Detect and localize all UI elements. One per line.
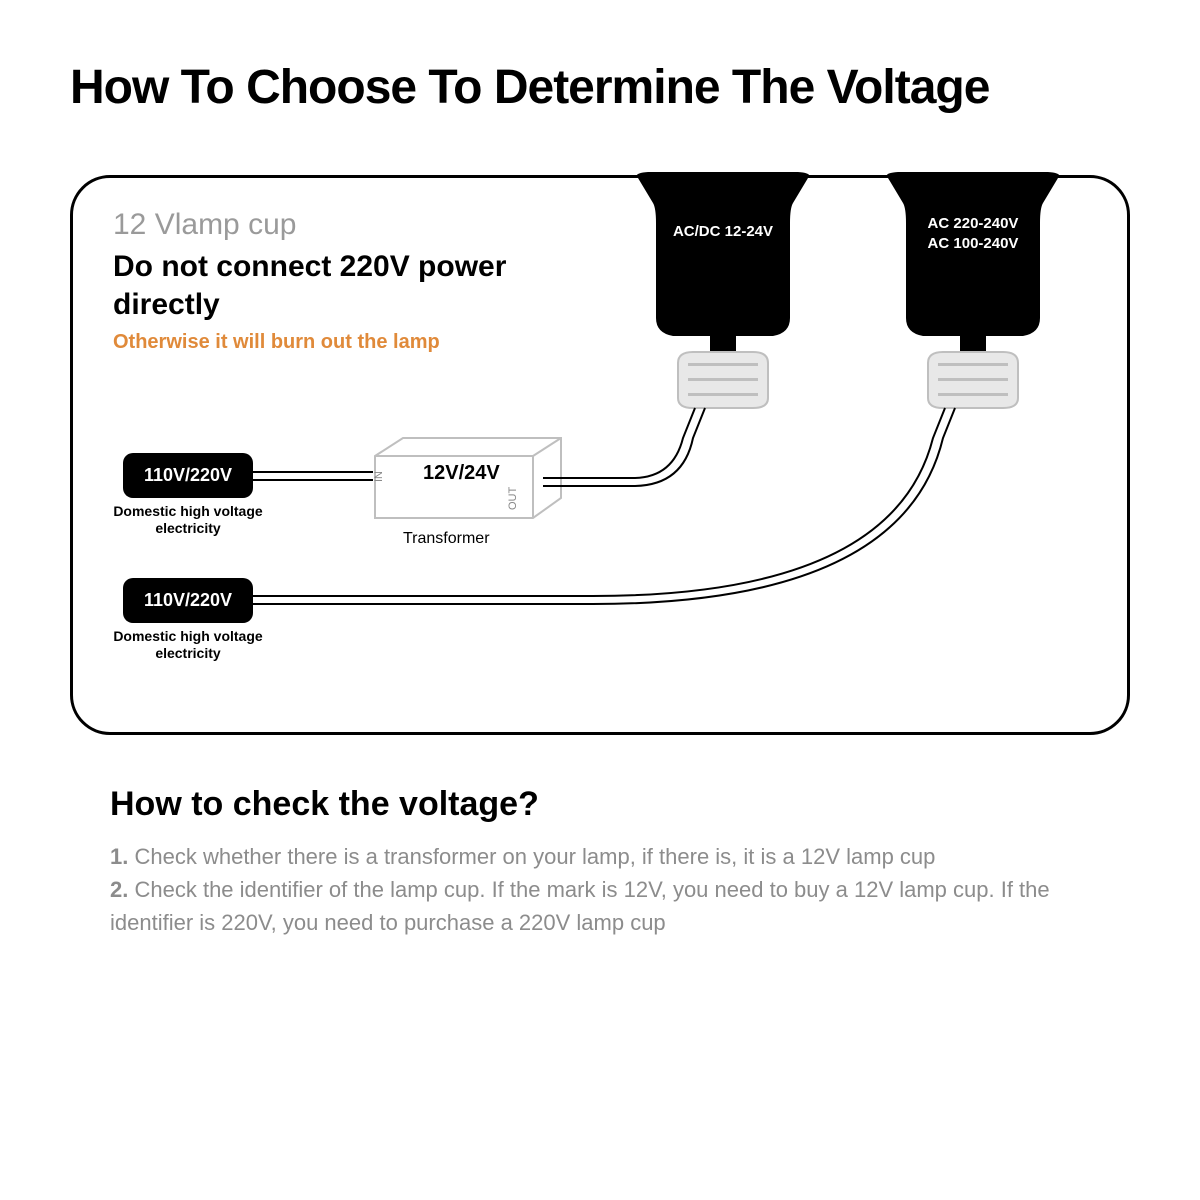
check-heading: How to check the voltage? [110, 785, 1090, 824]
check-step-2: 2. Check the identifier of the lamp cup.… [110, 873, 1090, 939]
step-text: Check the identifier of the lamp cup. If… [110, 877, 1050, 935]
step-number: 1. [110, 844, 128, 869]
page-title: How To Choose To Determine The Voltage [70, 60, 1130, 115]
wiring [73, 178, 1093, 738]
how-to-check-section: How to check the voltage? 1. Check wheth… [70, 785, 1130, 939]
step-text: Check whether there is a transformer on … [134, 844, 935, 869]
check-step-1: 1. Check whether there is a transformer … [110, 840, 1090, 873]
step-number: 2. [110, 877, 128, 902]
wiring-diagram: 12 Vlamp cup Do not connect 220V power d… [70, 175, 1130, 735]
